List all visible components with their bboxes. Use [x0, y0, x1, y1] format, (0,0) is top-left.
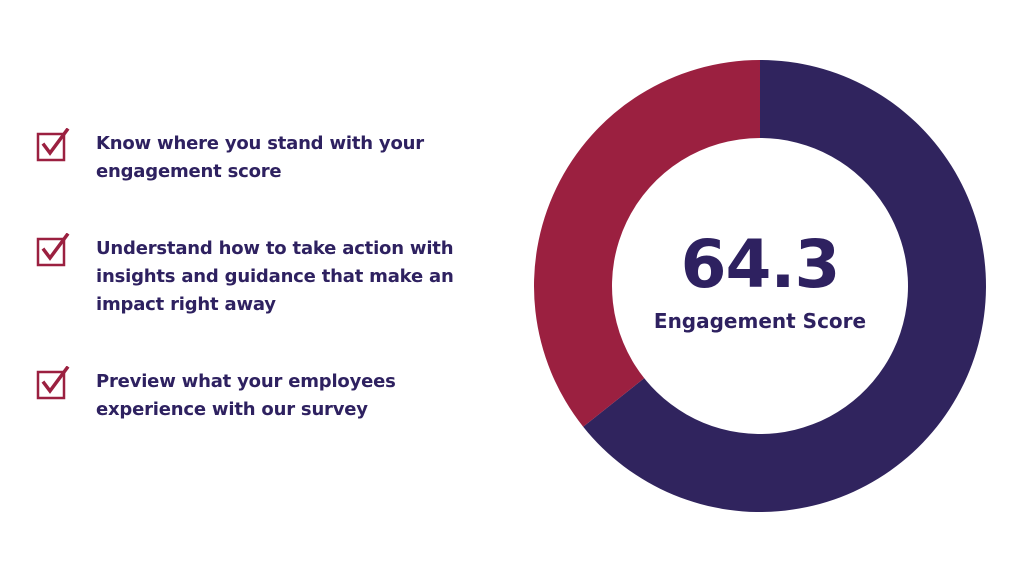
score-value: 64.3	[680, 226, 841, 303]
feature-text: Understand how to take action with insig…	[96, 238, 454, 315]
feature-item: Preview what your employees experience w…	[36, 366, 476, 424]
donut-slice	[583, 60, 986, 512]
engagement-donut-chart	[534, 60, 986, 512]
checkbox-checked-icon	[36, 233, 70, 267]
feature-text: Preview what your employees experience w…	[96, 371, 396, 420]
checkbox-checked-icon	[36, 366, 70, 400]
feature-text: Know where you stand with your engagemen…	[96, 133, 424, 182]
feature-item: Know where you stand with your engagemen…	[36, 128, 476, 186]
score-label: Engagement Score	[653, 309, 867, 333]
checkbox-checked-icon	[36, 128, 70, 162]
donut-slice	[534, 60, 760, 427]
feature-item: Understand how to take action with insig…	[36, 233, 476, 319]
